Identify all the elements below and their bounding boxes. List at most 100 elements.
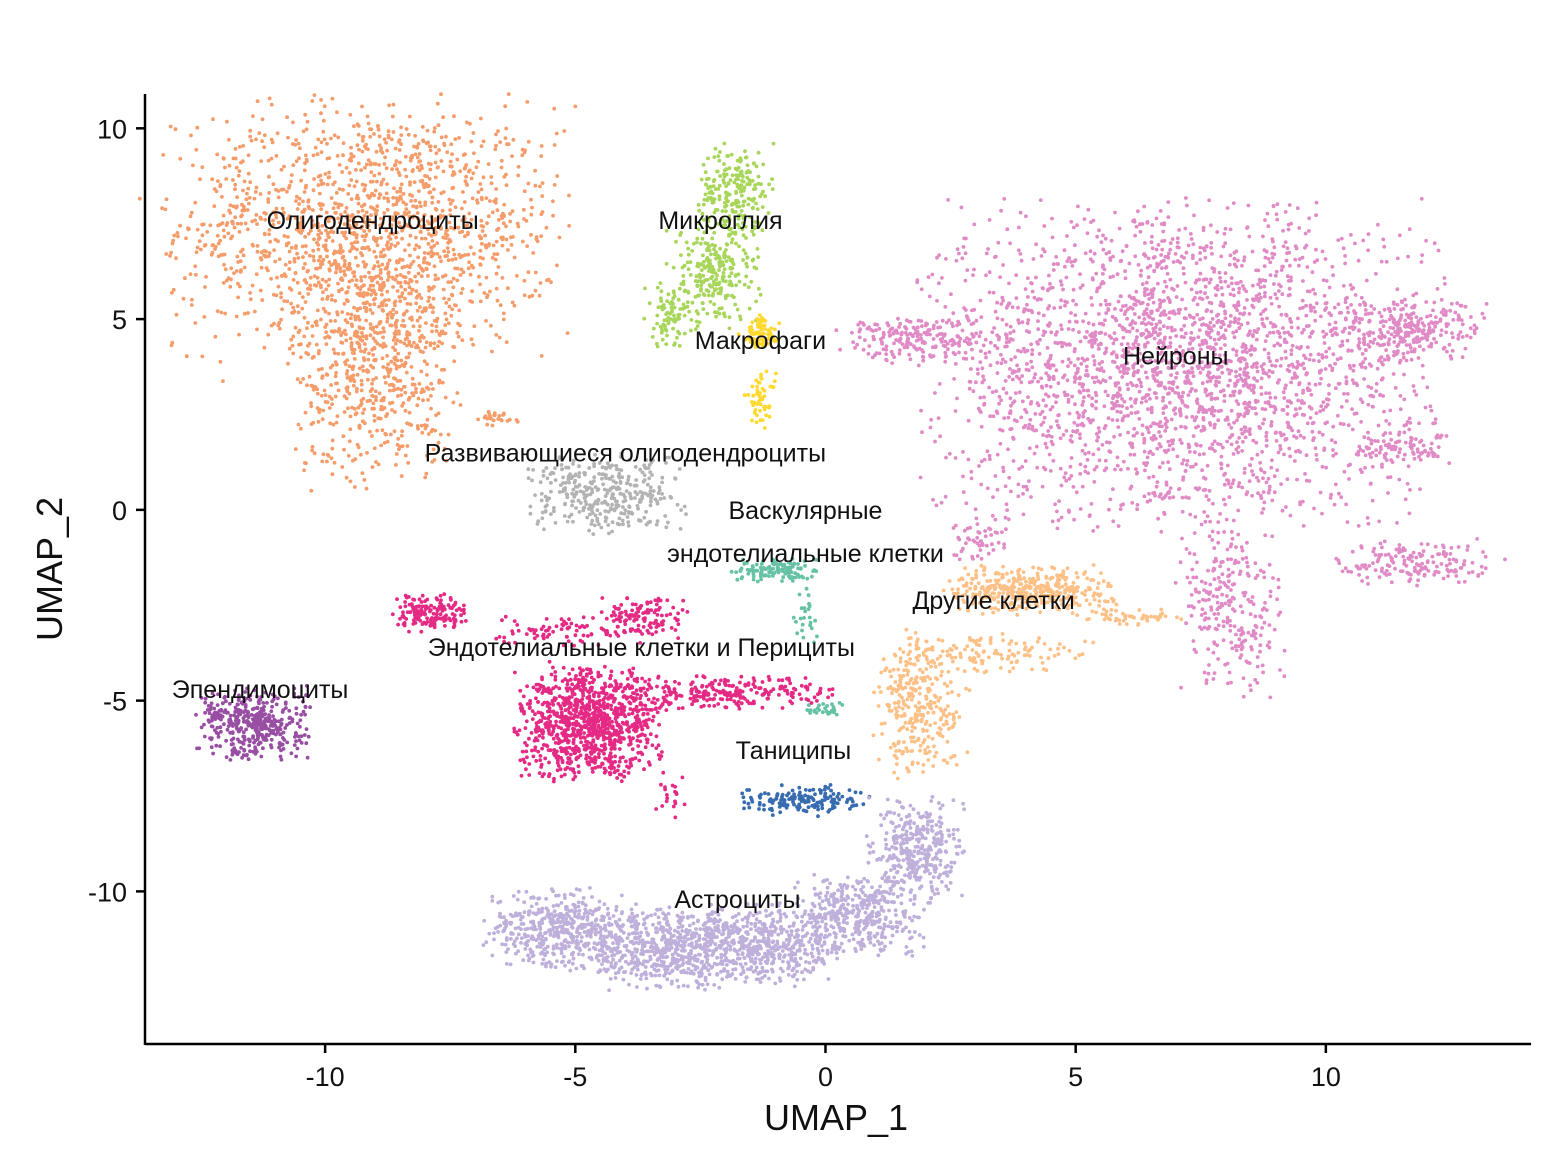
data-point [353, 315, 358, 320]
data-point [760, 386, 765, 391]
data-point [1261, 490, 1266, 494]
data-point [316, 183, 321, 188]
data-point [694, 309, 699, 314]
data-point [391, 285, 395, 289]
data-point [1158, 327, 1162, 332]
data-point [163, 207, 168, 212]
data-point [973, 507, 978, 512]
data-point [395, 167, 399, 172]
data-point [1207, 488, 1212, 493]
data-point [447, 197, 452, 202]
data-point [425, 453, 429, 458]
data-point [390, 217, 395, 222]
data-point [1303, 472, 1307, 476]
data-point [184, 354, 189, 359]
data-point [231, 204, 236, 209]
data-point [339, 340, 344, 345]
data-point [303, 161, 307, 166]
data-point [679, 282, 684, 286]
data-point [372, 173, 377, 178]
data-point [333, 180, 337, 185]
data-point [429, 245, 434, 250]
data-point [1083, 251, 1088, 256]
data-point [671, 265, 676, 270]
data-point [421, 260, 426, 265]
data-point [337, 289, 341, 294]
data-point [741, 233, 746, 238]
data-point [349, 178, 354, 182]
data-point [1154, 396, 1159, 400]
data-point [354, 278, 359, 282]
data-point [997, 337, 1001, 342]
data-point [927, 294, 932, 299]
data-point [366, 121, 371, 126]
data-point [241, 188, 245, 193]
data-point [1169, 325, 1174, 330]
data-point [995, 360, 1000, 365]
data-point [1004, 502, 1009, 507]
data-point [767, 182, 771, 187]
data-point [1289, 320, 1294, 324]
data-point [1025, 487, 1030, 492]
data-point [373, 296, 378, 301]
data-point [963, 251, 968, 256]
data-point [419, 296, 424, 300]
data-point [703, 170, 708, 175]
data-point [1166, 392, 1170, 396]
data-point [1257, 277, 1262, 282]
data-point [1010, 377, 1015, 382]
data-point [1292, 371, 1297, 376]
data-point [1008, 241, 1012, 246]
data-point [1191, 242, 1196, 247]
data-point [1198, 443, 1203, 448]
data-point [692, 241, 696, 246]
data-point [1221, 445, 1225, 450]
data-point [450, 152, 454, 157]
data-point [327, 335, 332, 340]
data-point [736, 332, 741, 336]
data-point [1040, 386, 1045, 390]
data-point [707, 215, 712, 220]
data-point [1262, 294, 1267, 299]
data-point [1051, 262, 1056, 267]
data-point [1113, 467, 1117, 472]
data-point [1089, 220, 1093, 225]
data-point [363, 342, 367, 346]
data-point [249, 138, 254, 143]
data-point [325, 459, 329, 464]
data-point [954, 258, 959, 263]
data-point [972, 267, 976, 272]
data-point [1344, 375, 1349, 380]
data-point [348, 336, 353, 341]
data-point [213, 244, 218, 249]
data-point [1324, 349, 1329, 354]
data-point [1208, 379, 1213, 383]
data-point [283, 262, 288, 267]
data-point [360, 149, 365, 154]
data-point [1192, 336, 1196, 341]
data-point [752, 226, 757, 231]
data-point [430, 460, 435, 464]
data-point [1038, 198, 1043, 203]
data-point [1327, 285, 1332, 290]
data-point [407, 114, 412, 119]
data-point [420, 430, 425, 435]
data-point [445, 246, 450, 250]
data-point [1366, 402, 1371, 407]
data-point [312, 451, 317, 456]
data-point [1159, 529, 1164, 534]
data-point [992, 326, 996, 330]
data-point [1076, 204, 1080, 209]
data-point [346, 213, 350, 218]
data-point [1059, 327, 1064, 331]
data-point [386, 374, 391, 379]
data-point [1223, 311, 1228, 316]
data-point [344, 332, 348, 337]
data-point [1150, 246, 1155, 251]
data-point [531, 251, 536, 255]
data-point [347, 218, 352, 223]
data-point [1139, 321, 1144, 325]
data-point [1210, 251, 1214, 256]
data-point [1280, 408, 1285, 412]
data-point [280, 206, 285, 211]
